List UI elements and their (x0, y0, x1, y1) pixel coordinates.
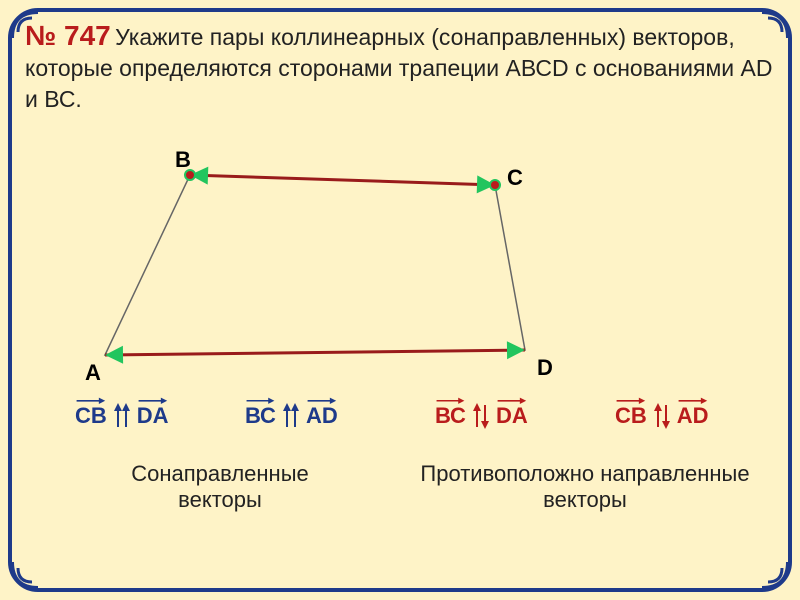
problem-header: № 747 Укажите пары коллинеарных (сонапра… (25, 20, 775, 115)
vertex-label-b: В (175, 147, 191, 173)
trapezoid-diagram: А В С D (25, 135, 775, 385)
vertex-label-d: D (537, 355, 553, 381)
vector-pair: ВС AD (245, 401, 338, 436)
vector-pair: ВС DА (435, 401, 528, 436)
category-codirected: Сонаправленные векторы (95, 461, 345, 513)
vector-label: СВ (615, 403, 647, 429)
vector-pair: СВ DA (75, 401, 169, 436)
vector-pairs-row: СВ DA ВС AD ВС DА СВ AD (25, 401, 775, 451)
problem-text: Укажите пары коллинеарных (сонаправленны… (25, 24, 772, 112)
vector-label: AD (306, 403, 338, 429)
vector-label: DA (137, 403, 169, 429)
category-opposite: Противоположно направленные векторы (395, 461, 775, 513)
vector-label: ВС (245, 403, 276, 429)
vertex-label-c: С (507, 165, 523, 191)
vector-pair: СВ AD (615, 401, 709, 436)
vector-label: ВС (435, 403, 466, 429)
trapezoid-svg (25, 135, 745, 385)
vector-label: DА (496, 403, 528, 429)
vector-label: СВ (75, 403, 107, 429)
content-area: № 747 Укажите пары коллинеарных (сонапра… (25, 20, 775, 580)
problem-number: № 747 (25, 20, 111, 51)
direction-arrows-icon (280, 401, 302, 436)
vertex-label-a: А (85, 360, 101, 386)
direction-arrows-icon (470, 401, 492, 436)
direction-arrows-icon (111, 401, 133, 436)
vector-label: AD (677, 403, 709, 429)
direction-arrows-icon (651, 401, 673, 436)
